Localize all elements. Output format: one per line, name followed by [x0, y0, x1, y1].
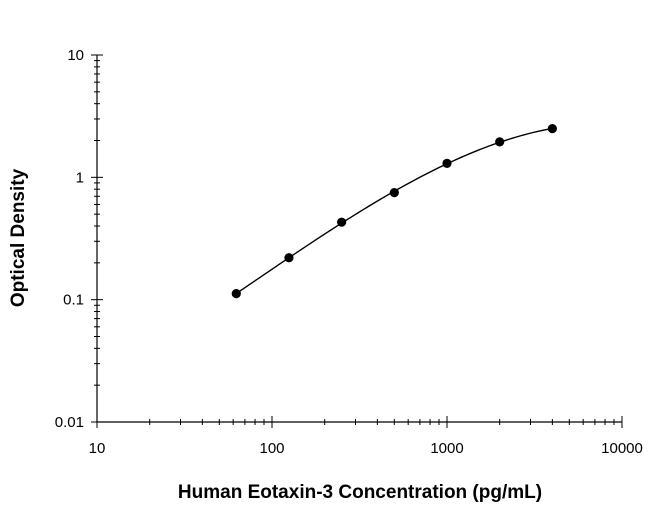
x-tick-label: 100: [259, 440, 284, 457]
y-tick-label: 0.1: [63, 292, 84, 309]
data-point: [495, 137, 505, 147]
y-tick-label: 0.01: [55, 414, 84, 431]
y-tick-label: 1: [76, 169, 84, 186]
data-point: [442, 158, 452, 168]
data-points-layer: [231, 124, 557, 299]
x-tick-label: 10000: [601, 440, 643, 457]
x-axis-title: Human Eotaxin-3 Concentration (pg/mL): [178, 482, 542, 503]
data-point: [337, 217, 347, 227]
x-tick-label: 10: [89, 440, 106, 457]
fit-curve-layer: [235, 127, 553, 295]
data-point: [547, 124, 557, 134]
fit-curve-line: [235, 127, 553, 295]
data-point: [389, 188, 399, 198]
axes: [91, 54, 623, 428]
data-point: [284, 253, 294, 263]
y-tick-labels: 0.01 0.1 1 10: [55, 47, 84, 431]
y-tick-label: 10: [67, 47, 84, 64]
data-point: [231, 289, 241, 299]
x-tick-labels: 10 100 1000 10000: [89, 440, 643, 457]
y-axis-title: Optical Density: [8, 168, 29, 307]
x-tick-label: 1000: [430, 440, 463, 457]
